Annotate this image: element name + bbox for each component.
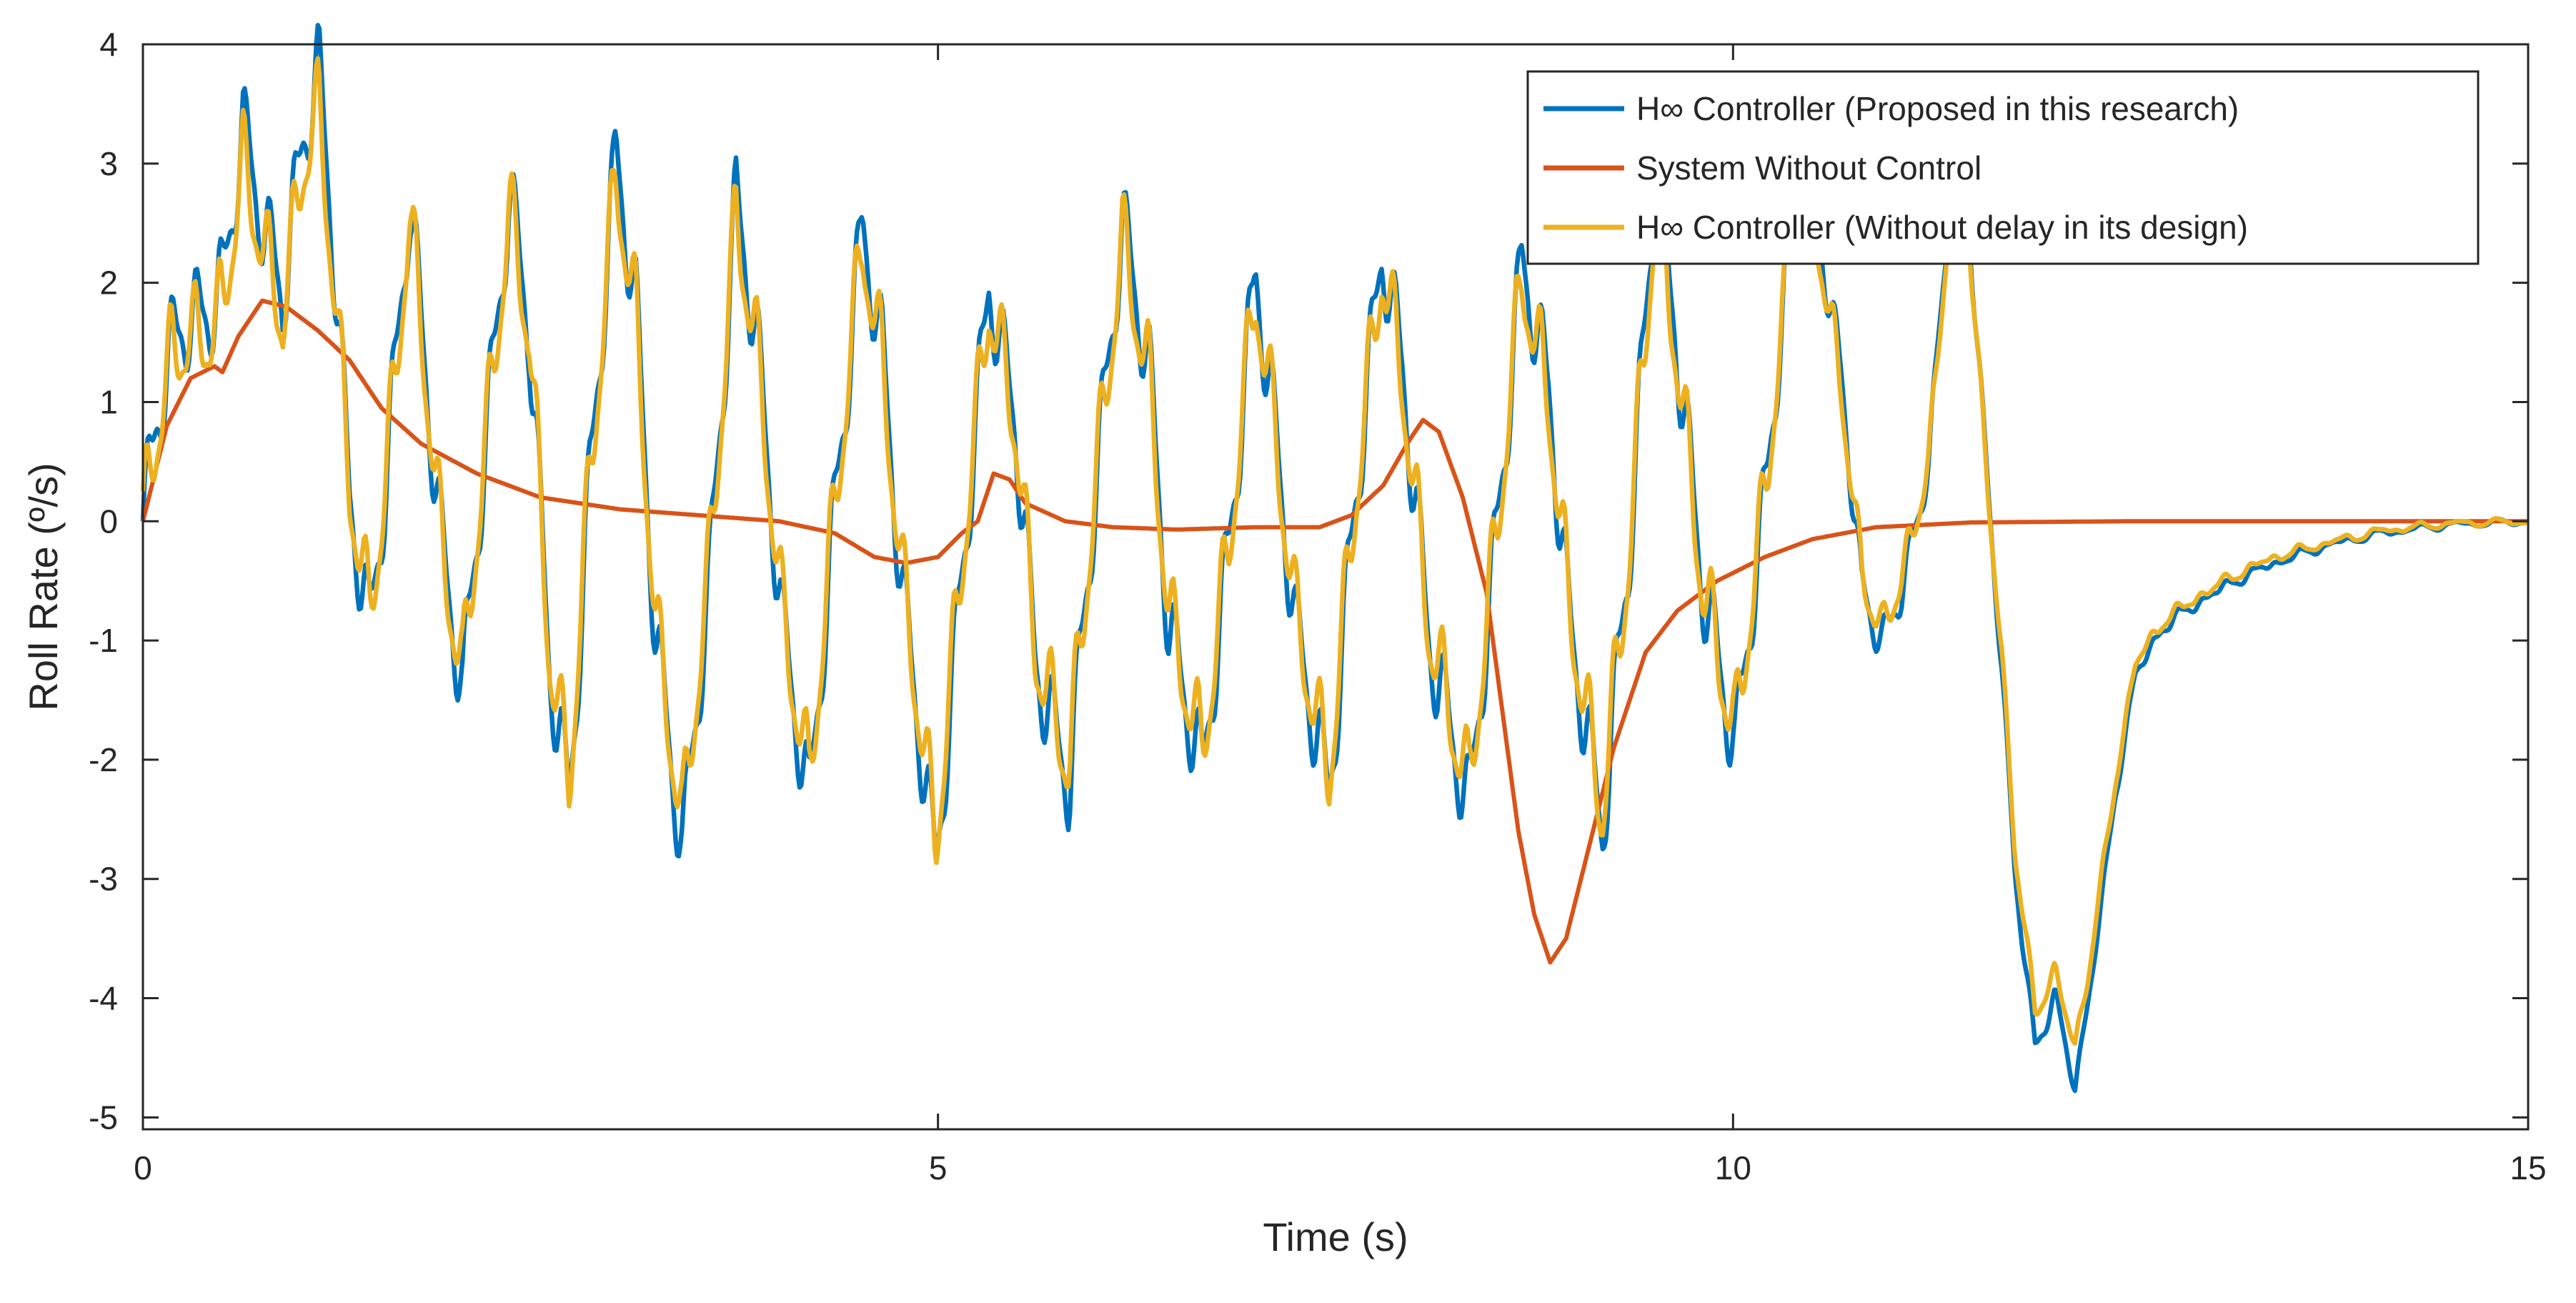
y-tick-label: 4	[99, 26, 118, 63]
x-tick-label: 5	[929, 1149, 948, 1186]
y-tick-label: -5	[89, 1099, 118, 1136]
y-tick-label: 2	[99, 264, 118, 302]
y-tick-label: -4	[89, 980, 118, 1017]
x-axis-label: Time (s)	[1263, 1214, 1408, 1259]
y-tick-label: 1	[99, 383, 118, 420]
y-tick-label: -2	[89, 741, 118, 778]
x-tick-label: 15	[2510, 1149, 2546, 1186]
series-layer	[140, 22, 2530, 1094]
y-axis-label: Roll Rate (º/s)	[21, 462, 66, 710]
plot-area-frame	[141, 43, 2530, 1131]
legend-label-2: System Without Control	[1636, 149, 1981, 187]
legend-label-1: H∞ Controller (Proposed in this research…	[1636, 90, 2239, 127]
x-tick-label: 10	[1715, 1149, 1751, 1186]
legend-label-3: H∞ Controller (Without delay in its desi…	[1636, 209, 2248, 246]
y-tick-label: -1	[89, 622, 118, 659]
x-tick-label: 0	[134, 1149, 152, 1186]
series-line-3	[140, 56, 2530, 1046]
legend: H∞ Controller (Proposed in this research…	[1526, 70, 2480, 265]
legend-box	[1526, 70, 2480, 265]
y-tick-label: 3	[99, 145, 118, 182]
y-tick-label: 0	[99, 502, 118, 540]
y-tick-label: -3	[89, 861, 118, 898]
